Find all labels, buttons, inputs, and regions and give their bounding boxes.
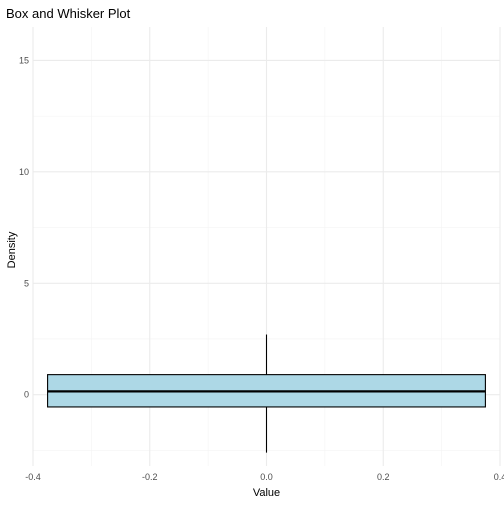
y-tick-label: 10 xyxy=(19,167,29,177)
x-tick-label: 0.2 xyxy=(377,472,390,482)
x-tick-label: 0.4 xyxy=(494,472,504,482)
y-axis-label: Density xyxy=(6,231,18,268)
x-tick-label: 0.0 xyxy=(260,472,273,482)
x-tick-label: -0.2 xyxy=(142,472,158,482)
y-tick-label: 5 xyxy=(24,278,29,288)
y-tick-label: 15 xyxy=(19,55,29,65)
chart-title: Box and Whisker Plot xyxy=(6,6,131,21)
x-axis-label: Value xyxy=(253,487,280,499)
y-axis-ticks: 0 5 10 15 xyxy=(19,55,29,399)
x-tick-label: -0.4 xyxy=(25,472,41,482)
y-tick-label: 0 xyxy=(24,390,29,400)
x-axis-ticks: -0.4 -0.2 0.0 0.2 0.4 xyxy=(25,472,504,482)
box-plot xyxy=(47,334,486,453)
